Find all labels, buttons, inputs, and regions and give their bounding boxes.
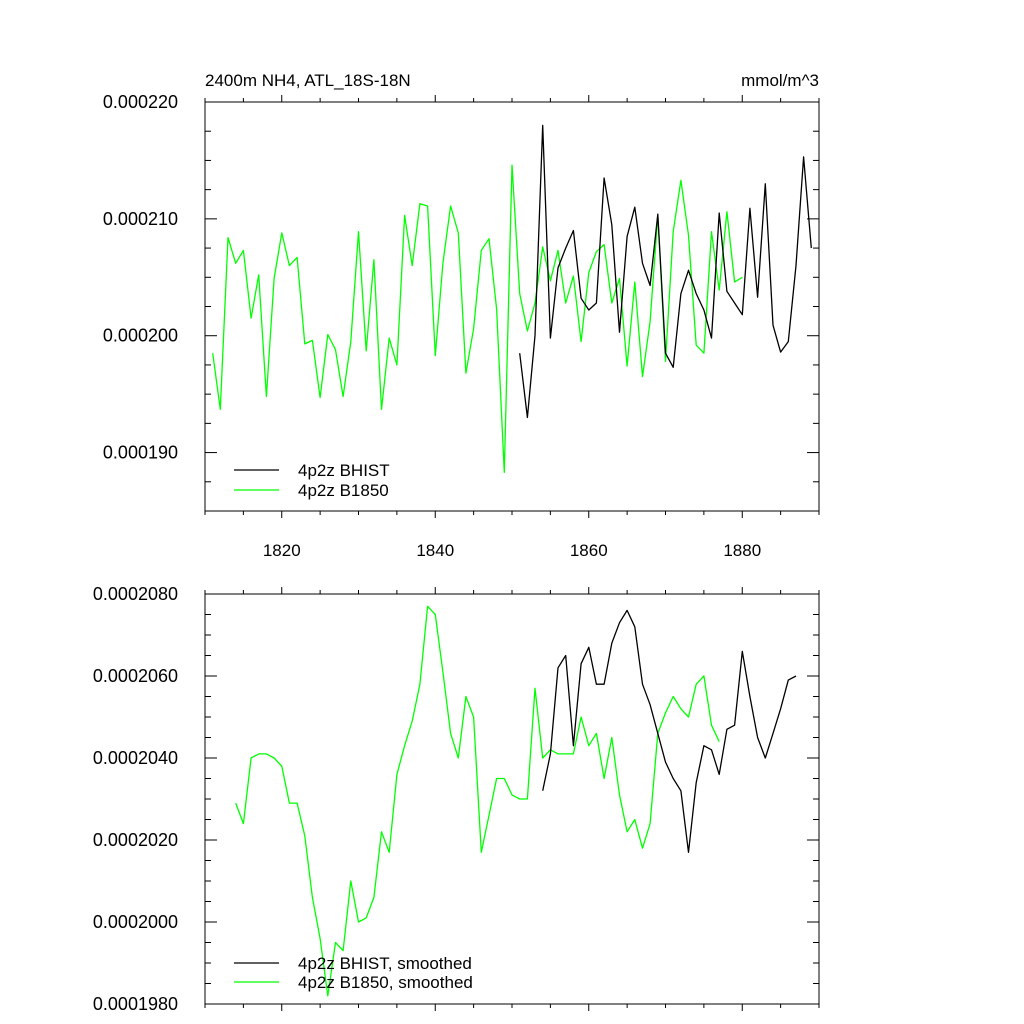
bottom-series-4p2z-bhist-smoothed (542, 609, 797, 853)
top-x-tick-label: 1840 (416, 541, 454, 560)
top-y-tick-label: 0.000220 (103, 92, 178, 112)
top-y-tick-label: 0.000190 (103, 443, 178, 463)
top-x-tick-label: 1860 (570, 541, 608, 560)
top-chart-title: 2400m NH4, ATL_18S-18N (205, 71, 411, 90)
top-series-4p2z-b1850 (212, 164, 743, 474)
top-series-4p2z-bhist (519, 124, 812, 419)
bottom-legend: 4p2z BHIST, smoothed 4p2z B1850, smoothe… (234, 954, 473, 992)
top-panel: 2400m NH4, ATL_18S-18N mmol/m^3 1820 1840… (103, 71, 820, 560)
bottom-y-tick-label: 0.0002080 (93, 584, 178, 604)
bottom-legend-b1850-label: 4p2z B1850, smoothed (298, 973, 473, 992)
top-y-tick-label: 0.000200 (103, 326, 178, 346)
bottom-legend-bhist-label: 4p2z BHIST, smoothed (298, 954, 472, 973)
bottom-series-layer (235, 605, 797, 997)
top-axes: 1820 1840 1860 1880 0.000190 0.000200 0.000210… (103, 92, 820, 560)
bottom-panel: 0.0001980 0.0002000 0.0002020 0.0002040 0.00… (93, 584, 820, 1014)
bottom-y-tick-label: 0.0001980 (93, 994, 178, 1014)
top-plot-frame (204, 101, 820, 512)
top-chart-units: mmol/m^3 (741, 71, 819, 90)
bottom-y-tick-label: 0.0002060 (93, 666, 178, 686)
bottom-series-4p2z-b1850-smoothed (235, 605, 720, 997)
top-y-tick-label: 0.000210 (103, 209, 178, 229)
bottom-y-tick-label: 0.0002040 (93, 748, 178, 768)
top-legend-bhist-label: 4p2z BHIST (298, 461, 390, 480)
bottom-plot-frame (204, 593, 820, 1005)
top-legend-b1850-label: 4p2z B1850 (298, 481, 389, 500)
top-x-tick-label: 1820 (263, 541, 301, 560)
top-legend: 4p2z BHIST 4p2z B1850 (234, 461, 390, 500)
bottom-y-tick-label: 0.0002020 (93, 830, 178, 850)
bottom-y-tick-label: 0.0002000 (93, 912, 178, 932)
top-series-layer (212, 124, 812, 474)
bottom-axes: 0.0001980 0.0002000 0.0002020 0.0002040 0.00… (93, 584, 820, 1014)
top-x-tick-label: 1880 (723, 541, 761, 560)
